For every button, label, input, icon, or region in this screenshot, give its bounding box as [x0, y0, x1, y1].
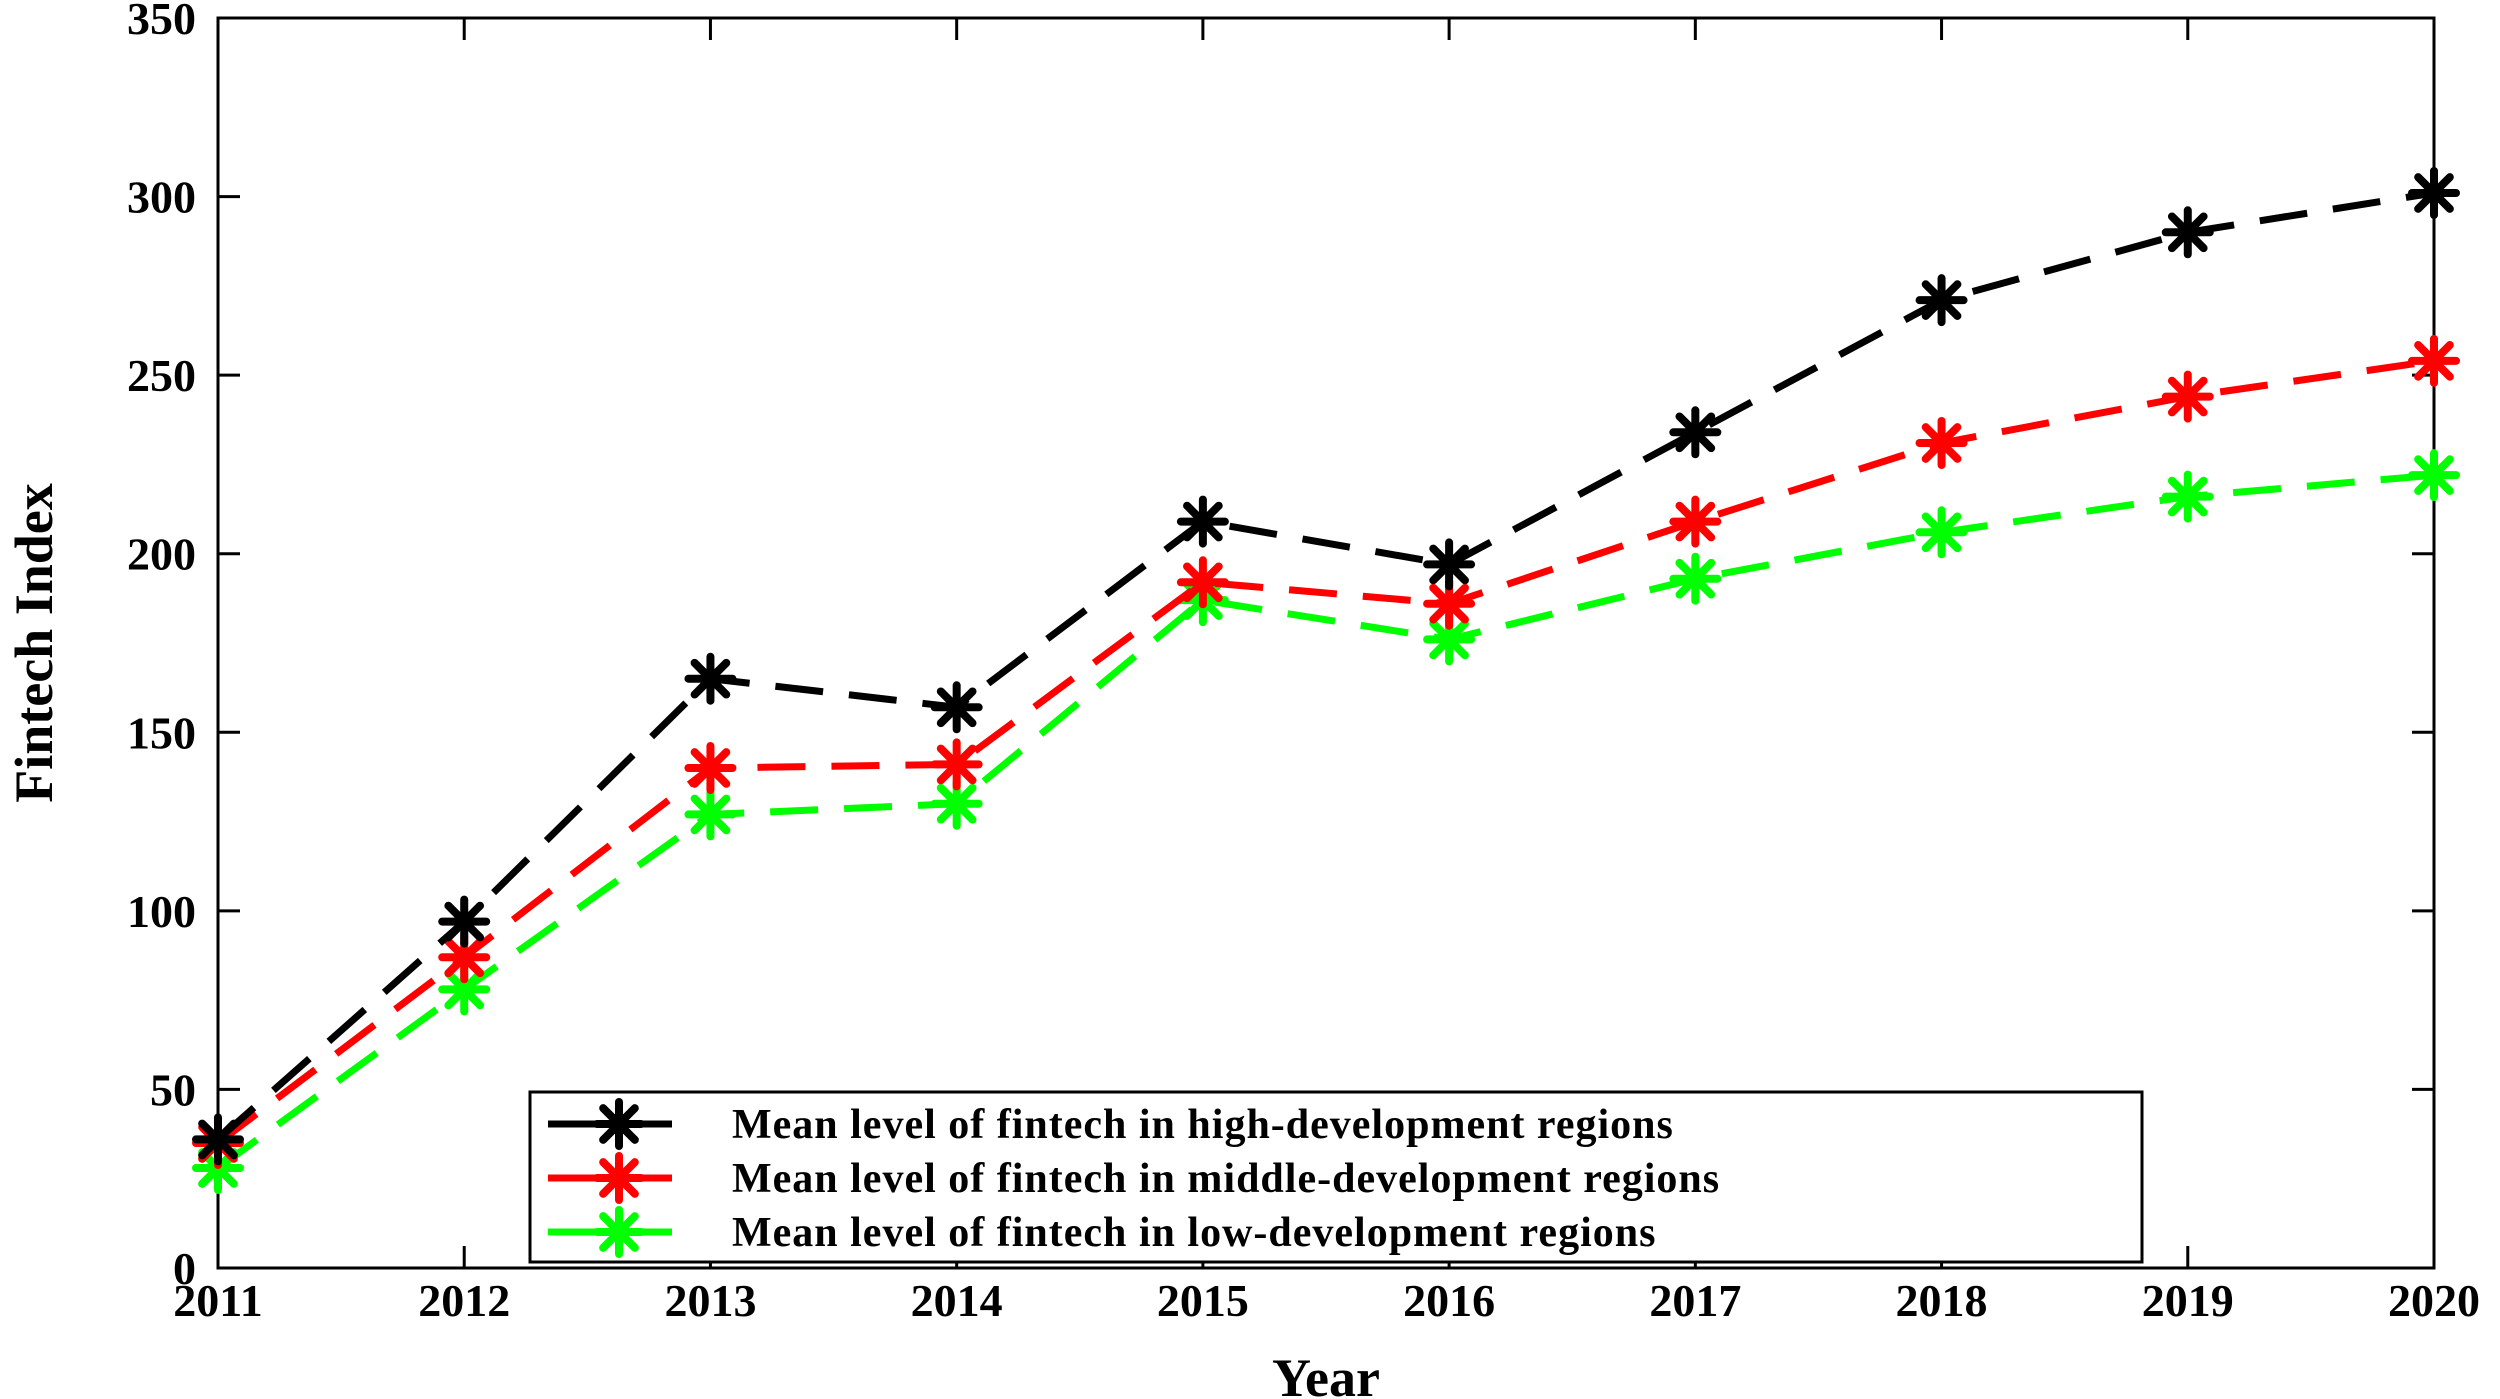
series-point [1915, 506, 1968, 559]
series-line [215, 471, 2435, 1171]
x-tick-label: 2011 [173, 1275, 262, 1326]
series-point [2408, 449, 2460, 502]
series-point [1915, 274, 1968, 327]
series-1 [192, 334, 2460, 1169]
y-tick-label: 100 [127, 886, 196, 937]
legend-marker [593, 1098, 645, 1150]
y-tick-label: 150 [127, 707, 196, 758]
x-tick-label: 2012 [418, 1275, 510, 1326]
series-point [930, 681, 983, 734]
series-point [684, 788, 737, 841]
y-tick-label: 50 [150, 1064, 196, 1115]
x-tick-label: 2019 [2142, 1275, 2234, 1326]
x-tick-label: 2018 [1896, 1275, 1988, 1326]
series-point [438, 895, 491, 948]
legend-label: Mean level of fintech in middle-developm… [732, 1156, 1720, 1202]
series-point [684, 742, 737, 794]
series-point [1915, 417, 1968, 469]
y-tick-label: 200 [127, 529, 196, 580]
series-point [1669, 495, 1722, 548]
axes: 0 50 100 150 200 250 300 350 2011 2012 2013 2014 201… [127, 0, 2480, 1326]
series-point [1669, 406, 1722, 459]
series-point [684, 652, 737, 705]
x-tick-label: 2015 [1157, 1275, 1249, 1326]
series-line [215, 357, 2435, 1146]
series-point [1423, 613, 1476, 666]
y-tick-label: 250 [127, 350, 196, 401]
series-point [1423, 538, 1476, 591]
legend-entry: Mean level of fintech in middle-developm… [548, 1152, 1720, 1204]
legend-entry: Mean level of fintech in high-developmen… [548, 1098, 1674, 1150]
x-axis-title: Year [1272, 1348, 1380, 1399]
legend: Mean level of fintech in high-developmen… [528, 1090, 2144, 1264]
series-point [930, 738, 983, 791]
series-point [2161, 470, 2214, 523]
series-point [1669, 552, 1722, 605]
x-tick-label: 2020 [2388, 1275, 2480, 1326]
legend-marker [593, 1152, 645, 1204]
x-tick-label: 2016 [1403, 1275, 1495, 1326]
y-tick-label: 0 [173, 1243, 196, 1294]
series-point [2161, 206, 2214, 259]
legend-entry: Mean level of fintech in low-development… [548, 1206, 1656, 1258]
y-tick-label: 350 [127, 0, 196, 44]
legend-label: Mean level of fintech in low-development… [732, 1210, 1656, 1256]
y-tick-label: 300 [127, 172, 196, 223]
series-point [1176, 495, 1229, 548]
plot-frame [216, 16, 2436, 1270]
x-tick-label: 2013 [664, 1275, 756, 1326]
series-point [2408, 334, 2460, 387]
series-2 [192, 449, 2460, 1194]
y-axis-title: Fintech Index [4, 483, 64, 803]
legend-marker [593, 1206, 645, 1258]
legend-box [528, 1090, 2144, 1264]
series-point [1176, 556, 1229, 609]
x-tick-label: 2017 [1649, 1275, 1741, 1326]
series-point [192, 1113, 244, 1166]
series-layer [192, 167, 2460, 1194]
series-point [2161, 370, 2214, 423]
series-line [215, 189, 2435, 1143]
series-point [2408, 167, 2460, 219]
series-point [438, 931, 491, 984]
series-0 [192, 167, 2460, 1166]
x-tick-label: 2014 [911, 1275, 1003, 1326]
legend-label: Mean level of fintech in high-developmen… [732, 1102, 1674, 1148]
